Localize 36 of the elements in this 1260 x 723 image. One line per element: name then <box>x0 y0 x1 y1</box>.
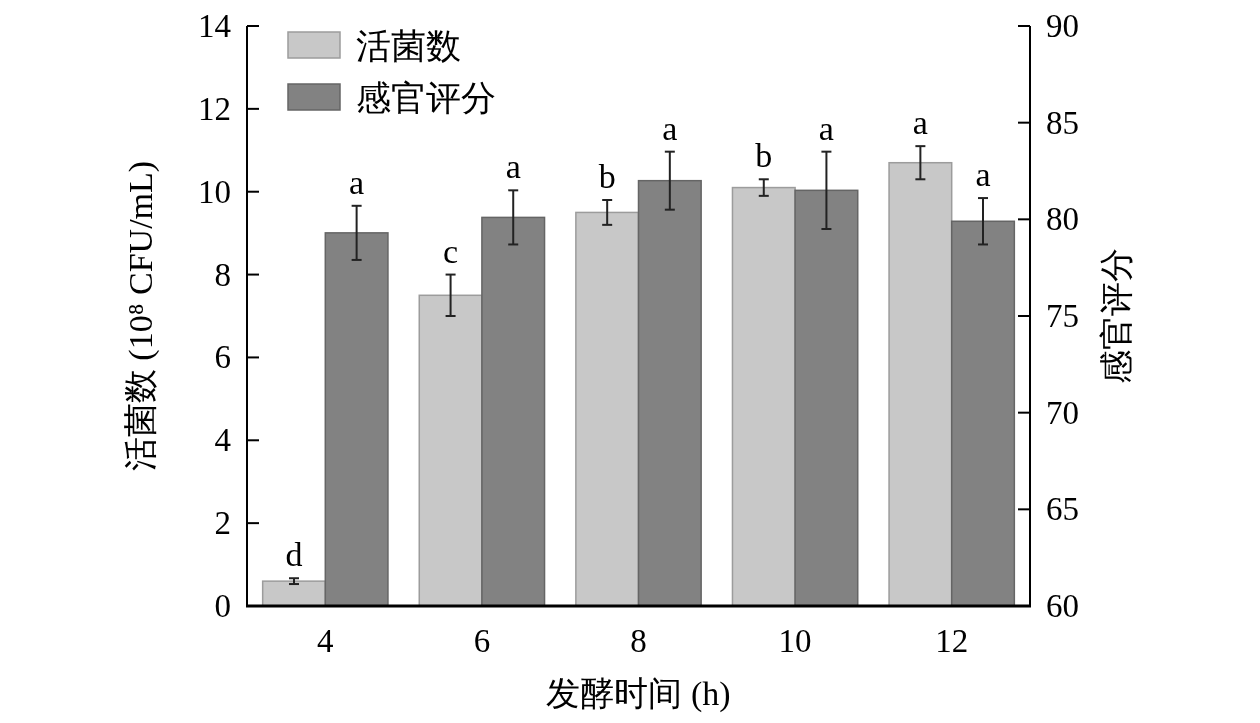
y2-tick-label: 90 <box>1046 8 1079 44</box>
y-axis-title: 活菌数 (10⁸ CFU/mL) <box>122 160 160 472</box>
x-tick-label: 6 <box>473 623 491 659</box>
y2-tick-label: 80 <box>1046 201 1079 238</box>
y-tick-label: 4 <box>214 422 231 459</box>
y-tick-label: 6 <box>214 339 231 376</box>
x-tick-label: 4 <box>317 623 334 659</box>
data-label: a <box>505 148 521 186</box>
data-label: a <box>975 156 991 194</box>
y-tick-label: 0 <box>214 588 231 624</box>
x-axis-title: 发酵时间 (h) <box>546 675 731 713</box>
x-tick-label: 12 <box>935 623 969 659</box>
bar <box>261 580 327 607</box>
x-tick-label: 8 <box>630 623 647 659</box>
y-tick-label: 10 <box>198 173 231 210</box>
data-label: b <box>755 137 773 175</box>
y2-tick-label: 65 <box>1046 491 1079 528</box>
data-label: a <box>662 109 678 147</box>
data-label: b <box>598 158 616 195</box>
y-tick-label: 14 <box>198 8 231 44</box>
y2-tick-label: 75 <box>1046 298 1079 334</box>
data-label: a <box>818 109 834 147</box>
y-tick-label: 12 <box>198 90 231 127</box>
data-label: c <box>443 232 459 270</box>
y-tick-label: 2 <box>214 505 231 542</box>
y2-tick-label: 85 <box>1046 104 1079 141</box>
legend-label: 感官评分 <box>356 79 496 118</box>
y2-axis-title: 感官评分 <box>1098 248 1135 384</box>
y2-tick-label: 60 <box>1046 588 1079 624</box>
legend-label: 活菌数 <box>356 27 461 66</box>
data-label: a <box>349 163 365 201</box>
y2-tick-label: 70 <box>1046 394 1079 431</box>
y-tick-label: 8 <box>214 256 231 293</box>
x-tick-label: 10 <box>778 623 812 659</box>
data-label: a <box>912 104 928 142</box>
data-label: d <box>285 536 303 574</box>
